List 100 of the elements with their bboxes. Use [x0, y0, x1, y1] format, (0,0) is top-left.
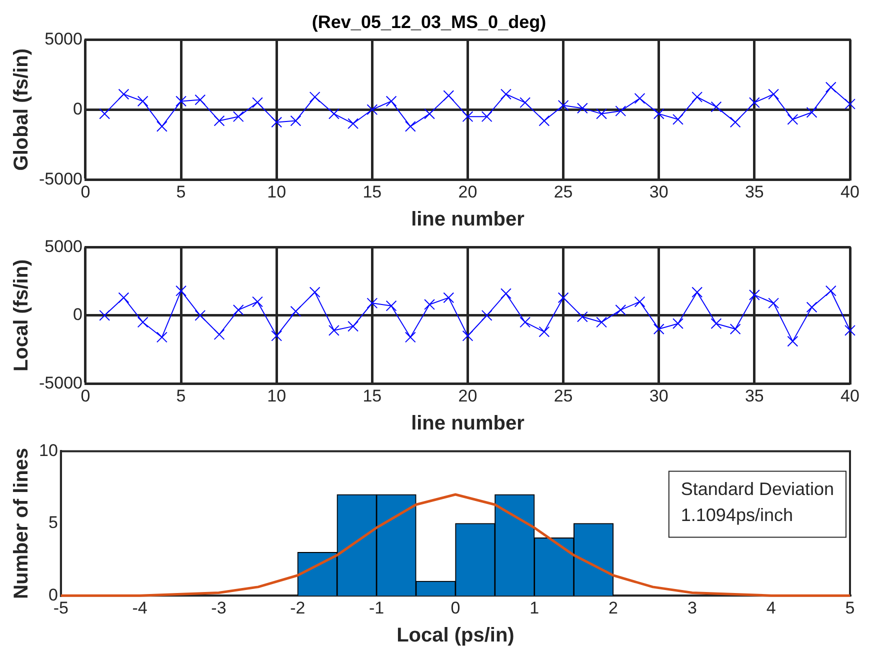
- point: [309, 286, 320, 298]
- point: [596, 316, 607, 328]
- point: [156, 120, 168, 132]
- point: [404, 332, 416, 343]
- x-tick-label: 25: [554, 386, 573, 406]
- x-tick-label: 3: [687, 598, 697, 618]
- point: [271, 330, 282, 342]
- point: [309, 92, 320, 102]
- point: [692, 286, 703, 298]
- point: [99, 108, 110, 120]
- x-tick-label: 5: [176, 182, 186, 202]
- point: [443, 90, 454, 102]
- point: [576, 102, 588, 114]
- y-axis-title: Global (fs/in): [10, 48, 33, 171]
- x-tick-label: 0: [450, 598, 460, 618]
- point: [481, 310, 492, 321]
- point: [825, 82, 836, 93]
- y-tick-label: 5: [48, 513, 58, 532]
- point: [730, 116, 741, 128]
- point: [730, 324, 741, 334]
- x-tick-label: -2: [290, 598, 306, 618]
- x-tick-label: 30: [649, 386, 668, 406]
- point: [366, 298, 378, 309]
- point: [748, 289, 760, 300]
- point: [520, 316, 531, 328]
- point: [844, 98, 856, 110]
- point: [748, 97, 760, 108]
- point: [710, 101, 722, 112]
- point: [672, 114, 684, 125]
- x-tick-label: 1: [530, 598, 540, 618]
- point: [137, 96, 148, 107]
- x-tick-label: 40: [840, 182, 860, 202]
- point: [520, 97, 531, 108]
- x-tick-label: 20: [458, 182, 478, 202]
- x-axis-title: line number: [411, 208, 525, 231]
- x-tick-label: 40: [840, 386, 860, 406]
- x-tick-label: 10: [267, 386, 286, 406]
- x-tick-label: 5: [845, 598, 855, 618]
- point: [252, 296, 263, 308]
- point: [424, 299, 435, 310]
- point: [787, 336, 798, 347]
- point: [558, 292, 569, 304]
- x-tick-label: 10: [267, 182, 286, 202]
- point: [366, 104, 378, 116]
- x-tick-label: 30: [649, 182, 668, 202]
- x-axis-title: line number: [411, 412, 525, 435]
- point: [806, 106, 818, 118]
- point: [558, 100, 569, 111]
- annotation: Standard Deviation: [680, 479, 834, 500]
- point: [176, 96, 186, 107]
- point: [615, 304, 626, 316]
- point: [328, 108, 340, 120]
- point: [176, 285, 186, 296]
- point: [290, 306, 302, 317]
- y-tick-label: 0: [73, 305, 82, 324]
- point: [634, 92, 646, 104]
- point: [710, 318, 722, 330]
- x-tick-label: 15: [362, 182, 382, 202]
- point: [252, 97, 263, 108]
- x-axis-title: Local (ps/in): [396, 624, 514, 647]
- point: [462, 111, 474, 122]
- point: [615, 106, 626, 116]
- x-tick-label: -1: [368, 598, 384, 618]
- point: [692, 92, 703, 102]
- annotation: 1.1094ps/inch: [680, 505, 793, 526]
- point: [500, 288, 512, 300]
- point: [386, 96, 397, 107]
- y-axis-title: Number of lines: [10, 448, 33, 599]
- point: [137, 316, 148, 328]
- point: [194, 310, 206, 321]
- y-tick-label: -5000: [38, 169, 82, 188]
- point: [232, 111, 244, 122]
- point: [768, 298, 779, 309]
- point: [118, 88, 130, 100]
- x-tick-label: -3: [211, 598, 226, 618]
- y-tick-label: 5000: [44, 236, 82, 256]
- point: [672, 318, 684, 330]
- point: [404, 120, 416, 132]
- point: [462, 330, 474, 342]
- point: [232, 304, 244, 316]
- point: [156, 332, 168, 343]
- y-tick-label: 10: [38, 440, 58, 460]
- x-tick-label: 35: [744, 386, 764, 406]
- point: [538, 115, 550, 126]
- point: [348, 320, 359, 332]
- x-tick-label: 15: [362, 386, 382, 406]
- y-tick-label: 0: [73, 99, 82, 118]
- x-tick-label: 5: [176, 386, 186, 406]
- x-tick-label: -4: [132, 598, 148, 618]
- y-tick-label: 5000: [44, 29, 82, 48]
- point: [481, 111, 492, 122]
- point: [348, 118, 359, 130]
- x-tick-label: 2: [608, 598, 618, 618]
- x-tick-label: 4: [766, 598, 776, 618]
- point: [653, 108, 664, 120]
- point: [443, 292, 454, 304]
- x-tick-label: 35: [744, 182, 764, 202]
- point: [768, 88, 779, 100]
- point: [806, 302, 818, 313]
- y-tick-label: 0: [48, 585, 58, 604]
